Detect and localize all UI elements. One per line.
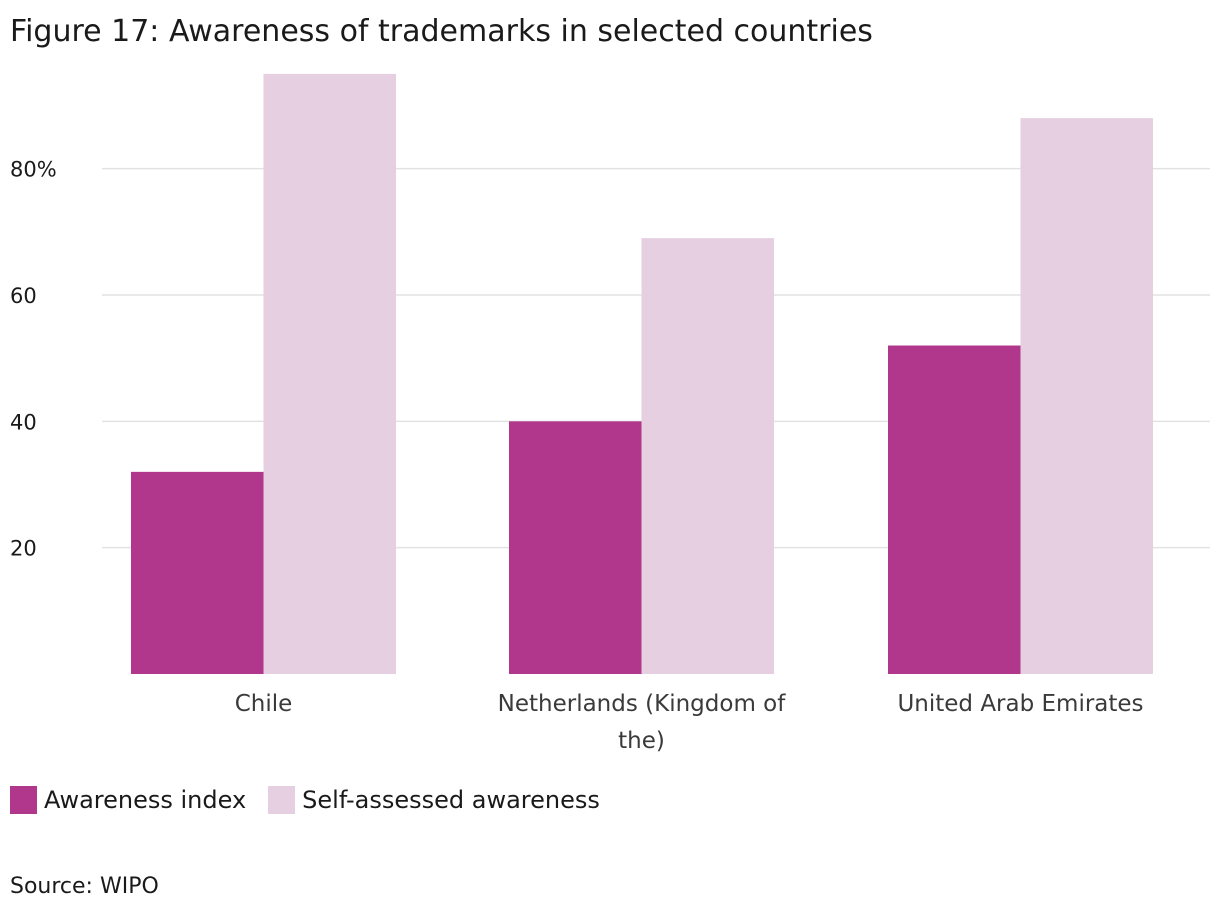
y-axis-ticks: 20 40 60 80% — [10, 158, 57, 561]
legend-swatch-self-assessed-awareness — [268, 786, 296, 814]
bars — [131, 73, 1153, 674]
bar-awareness-index-1 — [509, 421, 642, 674]
legend: Awareness index Self-assessed awareness — [10, 786, 622, 814]
x-category-label-2: United Arab Emirates — [897, 691, 1143, 717]
y-tick-label-40: 40 — [10, 410, 37, 434]
legend-swatch-awareness-index — [10, 786, 37, 814]
y-tick-label-20: 20 — [10, 537, 37, 561]
chart-title: Figure 17: Awareness of trademarks in se… — [10, 14, 873, 49]
legend-label-awareness-index: Awareness index — [44, 786, 247, 814]
x-category-label-0: Chile — [235, 691, 293, 717]
bar-awareness-index-2 — [888, 345, 1021, 674]
legend-item-self-assessed-awareness: Self-assessed awareness — [268, 786, 600, 814]
bar-awareness-index-0 — [131, 471, 264, 674]
y-tick-label-80: 80% — [10, 158, 57, 182]
x-category-label-1: Netherlands (Kingdom of the) — [498, 691, 787, 754]
bar-self-assessed-awareness-2 — [1020, 118, 1153, 674]
source-note: Source: WIPO — [10, 874, 159, 899]
bar-self-assessed-awareness-0 — [263, 73, 396, 674]
legend-item-awareness-index: Awareness index — [10, 786, 246, 814]
bar-self-assessed-awareness-1 — [641, 238, 774, 674]
legend-label-self-assessed-awareness: Self-assessed awareness — [302, 786, 600, 814]
x-axis-categories: Chile Netherlands (Kingdom of the) United A… — [235, 691, 1144, 754]
y-tick-label-60: 60 — [10, 284, 37, 308]
